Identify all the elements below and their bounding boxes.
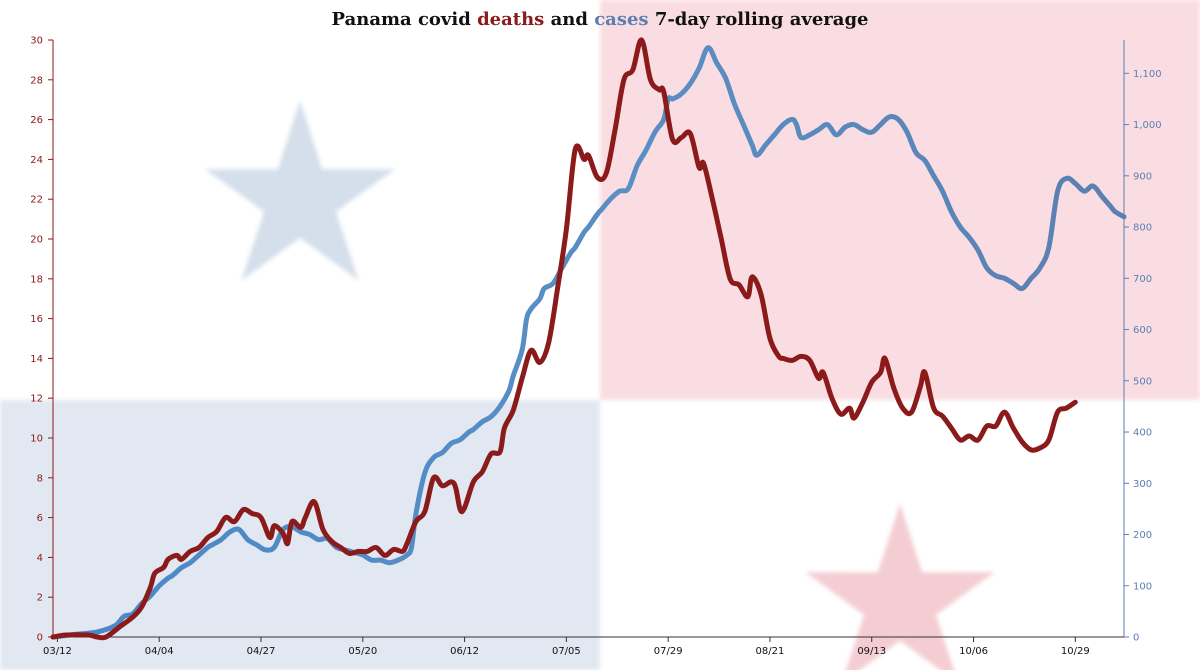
- x-axis-tick-label: 10/29: [1061, 646, 1090, 657]
- x-axis-tick-label: 06/12: [450, 646, 479, 657]
- left-axis-tick-label: 26: [30, 115, 43, 126]
- right-axis-tick-label: 400: [1133, 428, 1152, 439]
- x-axis-tick-label: 08/21: [756, 646, 785, 657]
- left-axis-tick-label: 18: [30, 274, 43, 285]
- chart-title-part-4: 7-day rolling average: [649, 9, 869, 30]
- left-axis-tick-label: 0: [37, 633, 43, 644]
- left-axis-tick-label: 14: [30, 354, 43, 365]
- right-axis-tick-label: 300: [1133, 479, 1152, 490]
- left-axis-tick-label: 16: [30, 314, 43, 325]
- x-axis-tick-label: 03/12: [43, 646, 72, 657]
- right-axis-tick-label: 1,100: [1133, 69, 1162, 80]
- left-axis-tick-label: 8: [37, 473, 43, 484]
- left-axis-tick-label: 12: [30, 394, 43, 405]
- right-axis-tick-label: 600: [1133, 325, 1152, 336]
- flag-star-blue: [204, 100, 396, 281]
- left-axis-tick-label: 30: [30, 36, 43, 47]
- left-axis-tick-label: 20: [30, 235, 43, 246]
- x-axis-tick-label: 07/29: [654, 646, 683, 657]
- x-axis-tick-label: 05/20: [348, 646, 377, 657]
- right-axis-tick-label: 800: [1133, 223, 1152, 234]
- left-axis-tick-label: 2: [37, 593, 43, 604]
- x-axis-tick-label: 10/06: [959, 646, 988, 657]
- flag-star-red: [804, 503, 996, 670]
- x-axis-tick-label: 04/04: [145, 646, 174, 657]
- right-axis-tick-label: 200: [1133, 530, 1152, 541]
- x-axis-tick-label: 04/27: [247, 646, 276, 657]
- chart-title-part-3: cases: [594, 9, 648, 30]
- right-axis-tick-label: 100: [1133, 581, 1152, 592]
- left-axis-tick-label: 10: [30, 434, 43, 445]
- left-axis-tick-label: 28: [30, 75, 43, 86]
- chart-title-part-0: Panama covid: [332, 9, 478, 30]
- x-axis-tick-label: 07/05: [552, 646, 581, 657]
- chart-title-part-2: and: [544, 9, 594, 30]
- left-axis-tick-label: 22: [30, 195, 43, 206]
- x-axis-tick-label: 09/13: [857, 646, 886, 657]
- left-axis-tick-label: 4: [37, 553, 43, 564]
- series-line-deaths: [50, 37, 1078, 641]
- left-axis-tick-label: 24: [30, 155, 43, 166]
- right-axis-tick-label: 1,000: [1133, 120, 1162, 131]
- series-line-cases: [50, 45, 1127, 640]
- right-axis-tick-label: 700: [1133, 274, 1152, 285]
- right-axis-tick-label: 500: [1133, 376, 1152, 387]
- chart-title: Panama covid deaths and cases 7-day roll…: [332, 9, 869, 30]
- chart-title-part-1: deaths: [477, 9, 544, 30]
- right-axis-tick-label: 900: [1133, 171, 1152, 182]
- left-axis-tick-label: 6: [37, 513, 43, 524]
- right-axis-tick-label: 0: [1133, 633, 1139, 644]
